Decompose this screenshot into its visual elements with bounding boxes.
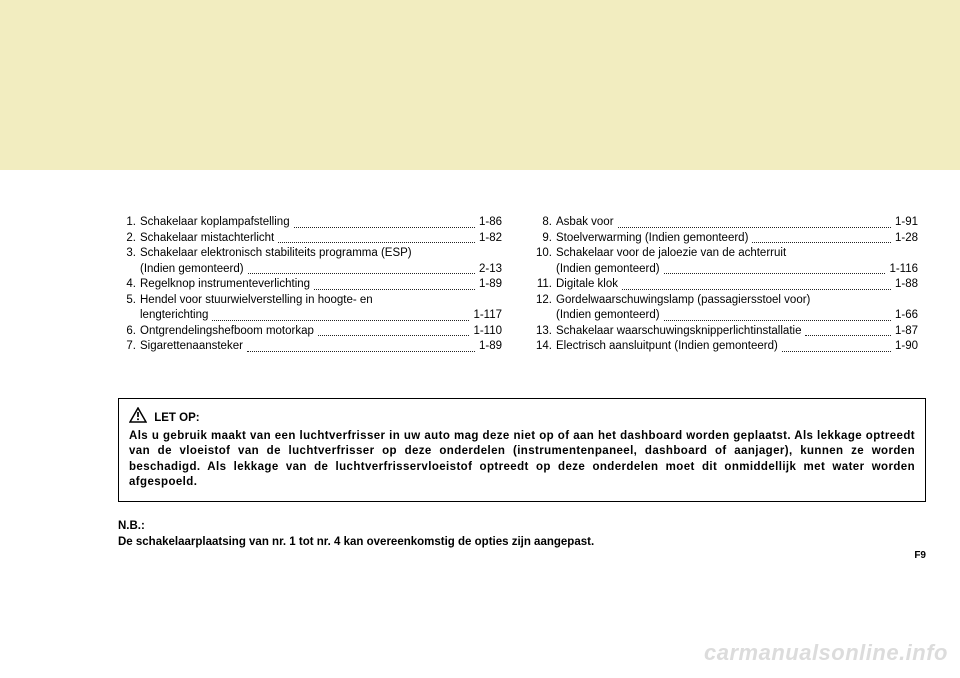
toc-item-page: 1-90 <box>895 339 918 355</box>
toc-item-label: Schakelaar voor de jaloezie van de achte… <box>556 246 786 262</box>
content-area: 1.Schakelaar koplampafstelling1-862.Scha… <box>118 215 918 355</box>
toc-item: 14.Electrisch aansluitpunt (Indien gemon… <box>534 339 918 355</box>
toc-column-right: 8.Asbak voor1-919.Stoelverwarming (Indie… <box>534 215 918 355</box>
toc-item-number <box>534 308 556 324</box>
toc-item-number: 4. <box>118 277 140 293</box>
watermark: carmanualsonline.info <box>704 640 948 666</box>
toc-dots <box>247 339 475 352</box>
toc-item-label: Gordelwaarschuwingslamp (passagiersstoel… <box>556 293 810 309</box>
toc-item-number: 9. <box>534 231 556 247</box>
toc-dots <box>664 262 886 275</box>
toc-item: 6.Ontgrendelingshefboom motorkap 1-110 <box>118 324 502 340</box>
toc-item-page: 2-13 <box>479 262 502 278</box>
toc-item-number: 13. <box>534 324 556 340</box>
toc-dots <box>248 262 475 275</box>
page: 1.Schakelaar koplampafstelling1-862.Scha… <box>0 0 960 678</box>
warning-icon <box>129 407 147 429</box>
toc-item-label: Schakelaar elektronisch stabiliteits pro… <box>140 246 412 262</box>
toc-item-number: 14. <box>534 339 556 355</box>
toc-item-label: Schakelaar mistachterlicht <box>140 231 274 247</box>
toc-item-label: Asbak voor <box>556 215 614 231</box>
toc-item-sub: lengterichting 1-117 <box>118 308 502 324</box>
header-band <box>0 0 960 170</box>
toc-item-page: 1-116 <box>889 262 918 278</box>
toc-dots <box>622 277 891 290</box>
toc-dots <box>212 308 469 321</box>
toc-item-page: 1-87 <box>895 324 918 340</box>
toc-item: 4.Regelknop instrumenteverlichting 1-89 <box>118 277 502 293</box>
toc-item: 12.Gordelwaarschuwingslamp (passagiersst… <box>534 293 918 309</box>
warning-title: LET OP: <box>154 411 199 427</box>
toc-item-sub: (Indien gemonteerd) 2-13 <box>118 262 502 278</box>
toc-item-page: 1-89 <box>479 277 502 293</box>
toc-item-sub: (Indien gemonteerd) 1-116 <box>534 262 918 278</box>
toc-dots <box>618 215 891 228</box>
toc-item: 3.Schakelaar elektronisch stabiliteits p… <box>118 246 502 262</box>
nb-block: N.B.: De schakelaarplaatsing van nr. 1 t… <box>118 518 926 550</box>
toc-item-number: 12. <box>534 293 556 309</box>
toc-item-page: 1-66 <box>895 308 918 324</box>
toc-item-label: Ontgrendelingshefboom motorkap <box>140 324 314 340</box>
toc-item: 10.Schakelaar voor de jaloezie van de ac… <box>534 246 918 262</box>
toc-column-left: 1.Schakelaar koplampafstelling1-862.Scha… <box>118 215 502 355</box>
warning-box: LET OP: Als u gebruik maakt van een luch… <box>118 398 926 502</box>
toc-dots <box>782 339 891 352</box>
toc-dots <box>318 324 470 337</box>
toc-item: 8.Asbak voor 1-91 <box>534 215 918 231</box>
toc-item-sub: (Indien gemonteerd) 1-66 <box>534 308 918 324</box>
toc-item-page: 1-91 <box>895 215 918 231</box>
toc-item-number: 11. <box>534 277 556 293</box>
toc-item-label: Schakelaar koplampafstelling <box>140 215 290 231</box>
toc-dots <box>294 215 475 228</box>
toc-item-page: 1-110 <box>473 324 502 340</box>
nb-title: N.B.: <box>118 518 926 534</box>
toc-item-page: 1-89 <box>479 339 502 355</box>
toc-item: 9.Stoelverwarming (Indien gemonteerd) 1-2… <box>534 231 918 247</box>
toc-dots <box>664 308 891 321</box>
toc-item-sublabel: (Indien gemonteerd) <box>556 262 660 278</box>
toc-item-label: Digitale klok <box>556 277 618 293</box>
nb-text: De schakelaarplaatsing van nr. 1 tot nr.… <box>118 534 926 550</box>
toc-dots <box>314 277 475 290</box>
toc-item-number: 3. <box>118 246 140 262</box>
toc-item: 11.Digitale klok 1-88 <box>534 277 918 293</box>
toc-item-number <box>534 262 556 278</box>
toc-item-sublabel: lengterichting <box>140 308 208 324</box>
folio: F9 <box>914 550 926 561</box>
toc-columns: 1.Schakelaar koplampafstelling1-862.Scha… <box>118 215 918 355</box>
toc-item-number: 5. <box>118 293 140 309</box>
toc-item: 5.Hendel voor stuurwielverstelling in ho… <box>118 293 502 309</box>
toc-dots <box>805 324 891 337</box>
toc-item-label: Stoelverwarming (Indien gemonteerd) <box>556 231 748 247</box>
toc-item: 2.Schakelaar mistachterlicht 1-82 <box>118 231 502 247</box>
toc-item-page: 1-88 <box>895 277 918 293</box>
toc-item-number <box>118 262 140 278</box>
toc-item-label: Electrisch aansluitpunt (Indien gemontee… <box>556 339 778 355</box>
toc-item-page: 1-82 <box>479 231 502 247</box>
toc-item-page: 1-28 <box>895 231 918 247</box>
toc-item-sublabel: (Indien gemonteerd) <box>556 308 660 324</box>
toc-item-label: Regelknop instrumenteverlichting <box>140 277 310 293</box>
toc-item-sublabel: (Indien gemonteerd) <box>140 262 244 278</box>
toc-item-page: 1-117 <box>473 308 502 324</box>
toc-item-label: Sigarettenaansteker <box>140 339 243 355</box>
toc-item-number: 7. <box>118 339 140 355</box>
warning-header: LET OP: <box>129 407 915 429</box>
toc-item: 13.Schakelaar waarschuwingsknipperlichti… <box>534 324 918 340</box>
toc-item: 7.Sigarettenaansteker 1-89 <box>118 339 502 355</box>
warning-text: Als u gebruik maakt van een luchtverfris… <box>129 429 915 491</box>
toc-item: 1.Schakelaar koplampafstelling 1-86 <box>118 215 502 231</box>
toc-item-label: Schakelaar waarschuwingsknipperlichtinst… <box>556 324 801 340</box>
toc-item-number: 10. <box>534 246 556 262</box>
toc-item-page: 1-86 <box>479 215 502 231</box>
toc-item-label: Hendel voor stuurwielverstelling in hoog… <box>140 293 373 309</box>
toc-item-number <box>118 308 140 324</box>
toc-item-number: 6. <box>118 324 140 340</box>
toc-item-number: 1. <box>118 215 140 231</box>
toc-item-number: 2. <box>118 231 140 247</box>
toc-item-number: 8. <box>534 215 556 231</box>
toc-dots <box>752 231 891 244</box>
toc-dots <box>278 231 475 244</box>
